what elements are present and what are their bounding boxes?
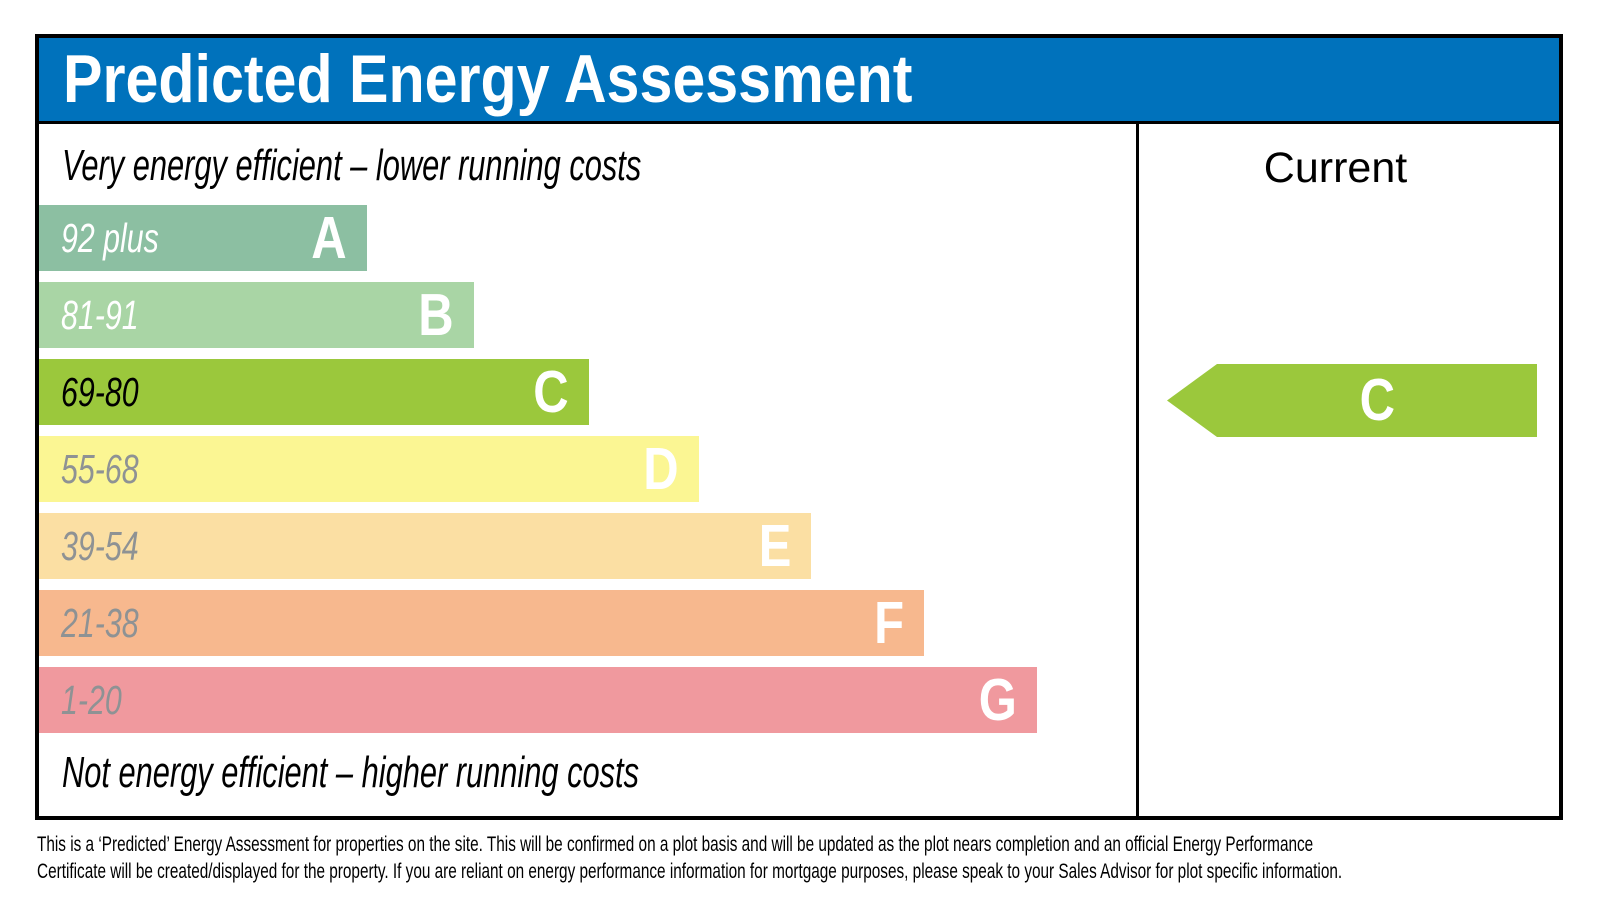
band-c-grade: C (533, 359, 569, 425)
band-d: 55-68 D (39, 436, 699, 502)
band-b-grade: B (418, 282, 454, 348)
band-g-range: 1-20 (61, 677, 122, 723)
disclaimer-line-1: This is a ‘Predicted’ Energy Assessment … (37, 833, 1314, 856)
band-a-grade: A (311, 205, 347, 271)
band-g: 1-20 G (39, 667, 1037, 733)
current-rating-grade: C (1359, 367, 1395, 433)
rating-scale: Very energy efficient – lower running co… (39, 124, 1139, 816)
current-column-title: Current (1263, 144, 1408, 192)
band-b-range: 81-91 (61, 292, 139, 338)
disclaimer-line-2: Certificate will be created/displayed fo… (37, 860, 1343, 883)
top-caption: Very energy efficient – lower running co… (62, 141, 642, 190)
page-title: Predicted Energy Assessment (63, 41, 913, 117)
epc-chart: Predicted Energy Assessment Very energy … (35, 34, 1563, 820)
band-c-range: 69-80 (61, 369, 139, 415)
band-list: 92 plus A 81-91 B 69-80 C 55-68 D (39, 205, 1037, 744)
chart-header: Predicted Energy Assessment (39, 38, 1559, 124)
band-a: 92 plus A (39, 205, 367, 271)
band-e: 39-54 E (39, 513, 811, 579)
disclaimer: This is a ‘Predicted’ Energy Assessment … (37, 831, 1600, 885)
bottom-caption: Not energy efficient – higher running co… (62, 748, 639, 797)
band-f-grade: F (874, 590, 904, 656)
band-d-range: 55-68 (61, 446, 139, 492)
current-arrow-icon (1167, 364, 1537, 437)
band-e-grade: E (758, 513, 791, 579)
band-f: 21-38 F (39, 590, 924, 656)
current-arrow-shape (1167, 364, 1537, 437)
band-g-grade: G (978, 667, 1017, 733)
band-d-grade: D (643, 436, 679, 502)
band-c: 69-80 C (39, 359, 589, 425)
band-a-range: 92 plus (61, 215, 159, 261)
band-b: 81-91 B (39, 282, 474, 348)
current-column: Current C (1142, 124, 1559, 816)
band-f-range: 21-38 (61, 600, 139, 646)
chart-body: Very energy efficient – lower running co… (39, 124, 1559, 816)
band-e-range: 39-54 (61, 523, 139, 569)
current-rating-arrow: C (1167, 364, 1537, 437)
